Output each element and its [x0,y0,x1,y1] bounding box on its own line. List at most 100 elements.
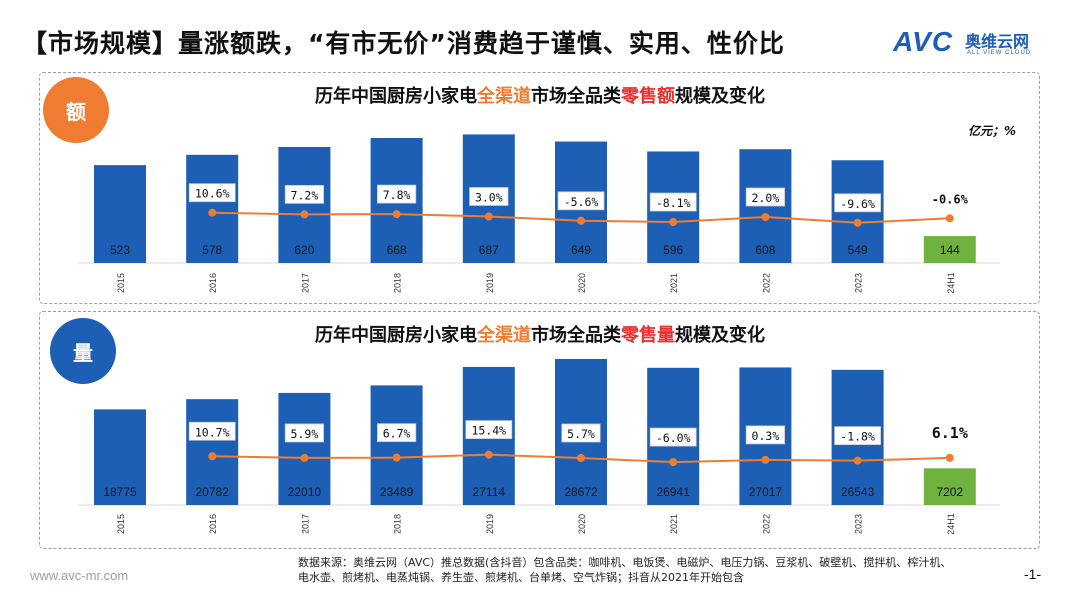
growth-point-24H1 [945,214,954,223]
category-label: 2023 [854,273,864,293]
category-label: 2015 [116,514,126,534]
title-part: 规模及变化 [675,325,765,346]
growth-label-box [557,191,605,211]
growth-label-box [376,423,417,443]
growth-label-box [188,183,236,203]
growth-label: -9.6% [840,197,875,211]
bar-2016 [186,399,239,505]
growth-label-box [376,184,417,204]
title-part: 规模及变化 [675,86,765,107]
category-label: 2018 [393,514,403,534]
category-label: 2018 [393,273,403,293]
bar-value-label: 26543 [841,485,875,499]
growth-point-2023 [853,218,862,227]
category-label: 2021 [669,514,679,534]
bar-2015 [94,409,146,505]
bar-value-label: 26941 [657,485,691,499]
growth-label: 6.7% [383,427,411,441]
growth-point-2019 [484,450,493,459]
bar-value-label: 22010 [288,485,322,499]
bar-value-label: 23489 [380,485,414,499]
growth-label-box [188,421,236,441]
bar-value-label: 20782 [196,485,230,499]
growth-label: 10.6% [195,187,230,201]
growth-label-box [745,425,786,445]
bar-2017 [278,146,331,263]
growth-label-box [649,192,697,212]
bar-value-label: 27114 [473,485,506,499]
bar-value-label: 649 [571,243,591,257]
growth-point-2017 [300,210,309,219]
growth-label-box [561,423,601,443]
growth-point-2016 [208,208,217,217]
growth-label-box [649,427,697,447]
bar-value-label: 549 [848,243,868,257]
growth-point-2021 [669,458,678,467]
bar-2015 [94,165,146,263]
bar-2017 [278,392,331,505]
title-part-metric: 零售额 [621,86,675,107]
growth-label: -1.8% [840,430,875,444]
growth-label: 7.8% [383,188,411,202]
value-badge: 额 [43,77,109,143]
title-part: 历年中国厨房小家电 [315,325,477,346]
chart-title-volume: 历年中国厨房小家电全渠道市场全品类零售量规模及变化 [0,321,1080,347]
category-label: 2020 [577,514,587,534]
logo-en-text: ALL VIEW CLOUD [967,50,1032,56]
category-label: 2022 [761,514,771,534]
data-source-note: 数据来源：奥维云网（AVC）推总数据(含抖音）包含品类：咖啡机、电饭煲、电磁炉、… [298,555,1028,585]
bar-value-label: 596 [663,243,683,257]
growth-label-box [284,184,325,204]
growth-label-box [465,420,513,440]
avc-logo: AVC 奥维云网 ALL VIEW CLOUD [893,26,1063,66]
growth-point-2020 [577,216,585,225]
growth-point-2017 [300,453,309,462]
growth-label: 7.2% [291,188,319,202]
bar-value-label: 668 [387,243,407,257]
title-part: 市场全品类 [531,86,621,107]
growth-label: 6.1% [932,424,968,442]
source-line-1: 数据来源：奥维云网（AVC）推总数据(含抖音）包含品类：咖啡机、电饭煲、电磁炉、… [298,556,952,569]
site-url: www.avc-mr.com [30,568,129,583]
bar-value-label: 144 [940,243,960,257]
growth-label: 15.4% [471,424,506,438]
category-label: 2020 [577,273,587,293]
growth-label: -8.1% [656,196,691,210]
logo-avc-text: AVC [893,26,954,57]
bar-2018 [370,385,423,505]
bar-value-label: 28672 [564,485,598,499]
category-label: 24H1 [946,513,956,535]
growth-point-2022 [761,213,770,221]
title-part: 历年中国厨房小家电 [315,86,477,107]
category-label: 2021 [669,273,679,293]
chart-title-value: 历年中国厨房小家电全渠道市场全品类零售额规模及变化 [0,82,1080,108]
page-number: -1- [1024,566,1042,582]
growth-label: 5.7% [567,427,595,441]
growth-label: 5.9% [291,427,319,441]
growth-point-2022 [761,455,770,464]
category-label: 2017 [300,514,310,534]
volume-badge: 量 [50,318,116,384]
source-line-2: 电水壶、煎烤机、电蒸炖锅、养生壶、煎烤机、台单烤、空气炸锅；抖音从2021年开始… [298,571,744,584]
category-label: 2023 [854,514,864,534]
bar-value-label: 18775 [103,485,137,499]
growth-point-2019 [484,212,493,221]
category-label: 2016 [208,514,218,534]
bar-value-label: 620 [294,243,314,257]
page-title: 【市场规模】量涨额跌，“有市无价”消费趋于谨慎、实用、性价比 [22,29,785,58]
bar-value-label: 687 [479,243,499,257]
growth-point-2016 [208,452,217,461]
growth-label-box [834,193,881,213]
growth-label: 10.7% [195,425,230,439]
bar-24H1 [923,236,976,263]
bar-value-label: 27017 [749,485,783,499]
bar-24H1 [923,468,976,505]
bar-value-label: 608 [755,243,775,257]
bar-value-label: 7202 [936,485,963,499]
category-label: 2016 [208,273,218,293]
growth-label-box [284,423,325,443]
growth-label-box [745,187,786,207]
logo-cn-text: 奥维云网 [965,32,1030,51]
category-label: 2015 [116,273,126,293]
